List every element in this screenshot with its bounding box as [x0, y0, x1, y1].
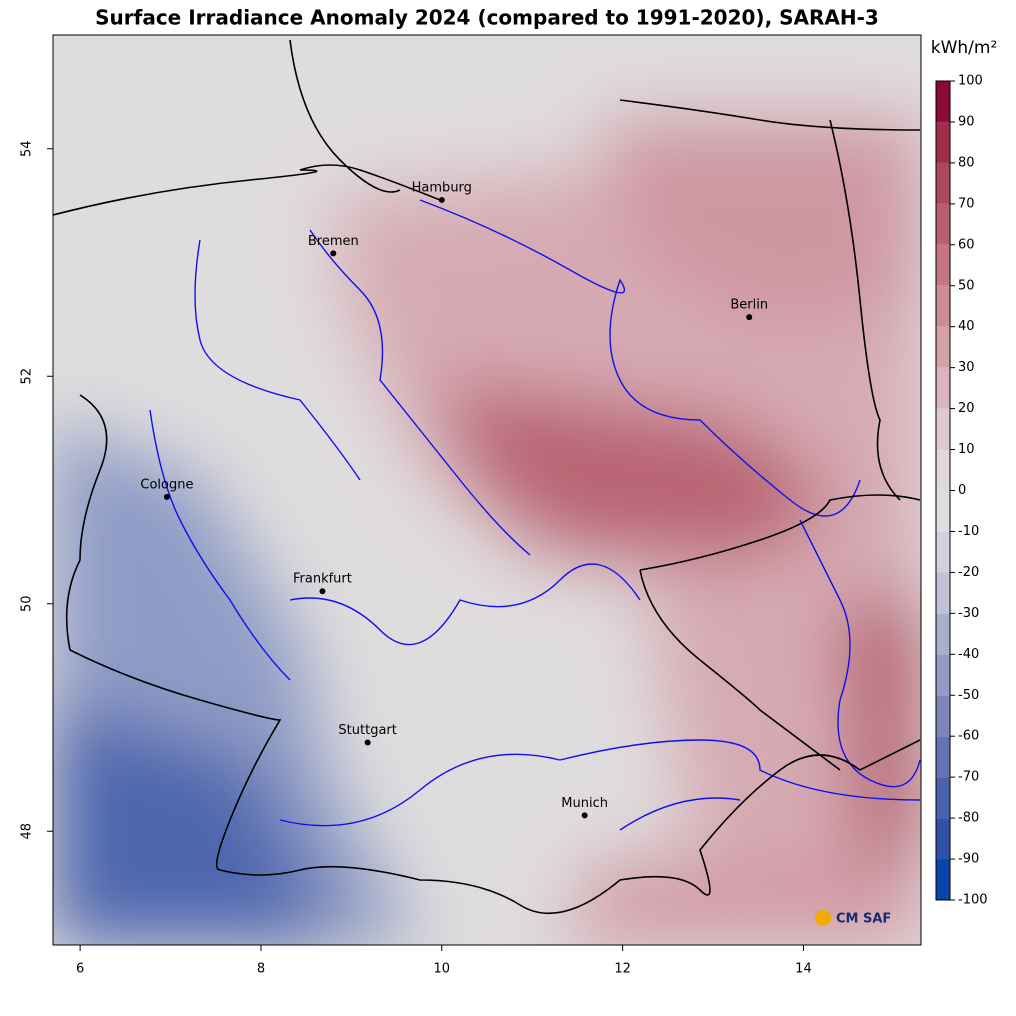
colorbar-bin	[936, 818, 950, 860]
x-tick-label: 6	[76, 962, 84, 977]
city-marker	[330, 250, 337, 257]
colorbar-bin	[936, 244, 950, 286]
colorbar-tick-label: 80	[958, 155, 975, 170]
colorbar-tick-label: 100	[958, 74, 983, 89]
colorbar-bin	[936, 490, 950, 532]
city-marker	[746, 314, 753, 321]
colorbar-bin	[936, 695, 950, 737]
colorbar-bin	[936, 203, 950, 245]
colorbar-bin	[936, 408, 950, 450]
colorbar-tick-label: -20	[958, 565, 979, 580]
colorbar-tick-label: -80	[958, 811, 979, 826]
colorbar-bin	[936, 777, 950, 819]
city-label: Bremen	[308, 234, 359, 249]
colorbar-tick-label: 0	[958, 483, 966, 498]
colorbar-tick-label: 30	[958, 360, 975, 375]
city-marker	[438, 196, 445, 203]
colorbar-unit: kWh/m²	[931, 38, 998, 58]
colorbar-tick-label: 50	[958, 278, 975, 293]
x-tick-label: 12	[614, 962, 631, 977]
colorbar-tick-label: 10	[958, 442, 975, 457]
y-tick-label: 50	[20, 595, 35, 612]
city-marker	[364, 739, 371, 746]
y-tick-label: 52	[20, 368, 35, 385]
colorbar-bin	[936, 859, 950, 900]
logo-text: CM SAF	[836, 912, 891, 927]
colorbar-bin	[936, 531, 950, 573]
city-label: Cologne	[140, 477, 193, 492]
city-label: Frankfurt	[293, 572, 352, 587]
colorbar-bin	[936, 81, 950, 122]
city-marker	[319, 588, 326, 595]
colorbar-tick-label: -90	[958, 852, 979, 867]
y-tick-label: 48	[20, 823, 35, 840]
colorbar-bin	[936, 326, 950, 368]
y-tick-label: 54	[20, 140, 35, 157]
colorbar-bin	[936, 572, 950, 614]
colorbar-bin	[936, 736, 950, 778]
colorbar-bin	[936, 613, 950, 655]
colorbar-tick-label: 40	[958, 319, 975, 334]
colorbar-bin	[936, 654, 950, 696]
colorbar-bin	[936, 449, 950, 491]
city-marker	[581, 812, 588, 819]
city-label: Hamburg	[412, 180, 472, 195]
city-label: Berlin	[730, 298, 768, 313]
city-label: Stuttgart	[338, 723, 396, 738]
anomaly-field: CM SAF	[53, 35, 921, 945]
colorbar-bin	[936, 121, 950, 163]
x-tick-label: 14	[795, 962, 812, 977]
colorbar-tick-label: -10	[958, 524, 979, 539]
colorbar-tick-label: -70	[958, 770, 979, 785]
colorbar-tick-label: 90	[958, 114, 975, 129]
city-label: Munich	[561, 796, 608, 811]
chart-title: Surface Irradiance Anomaly 2024 (compare…	[95, 6, 879, 30]
colorbar-bin	[936, 162, 950, 204]
map-frame	[52, 34, 922, 946]
colorbar-tick-label: 70	[958, 196, 975, 211]
colorbar-tick-label: -40	[958, 647, 979, 662]
colorbar-bin	[936, 367, 950, 409]
colorbar-tick-label: -60	[958, 729, 979, 744]
x-tick-label: 8	[257, 962, 265, 977]
logo: CM SAF	[815, 910, 891, 927]
city-marker	[163, 493, 170, 500]
colorbar-tick-label: -100	[958, 893, 988, 908]
colorbar-tick-label: 20	[958, 401, 975, 416]
colorbar-bin	[936, 285, 950, 327]
x-tick-label: 10	[434, 962, 451, 977]
colorbar-tick-label: -30	[958, 606, 979, 621]
colorbar-tick-label: 60	[958, 237, 975, 252]
colorbar-tick-label: -50	[958, 688, 979, 703]
